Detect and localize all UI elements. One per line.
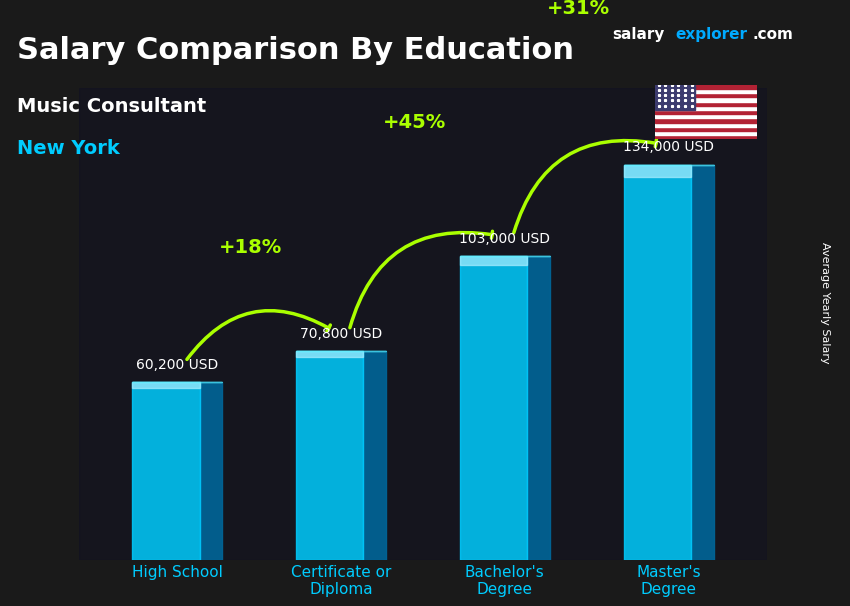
Bar (654, 122, 756, 127)
Bar (654, 106, 756, 110)
Bar (527, 256, 550, 560)
Bar (654, 85, 756, 89)
Bar (654, 118, 756, 122)
Bar (654, 110, 756, 114)
Text: 134,000 USD: 134,000 USD (623, 141, 714, 155)
Bar (624, 165, 691, 560)
Bar (654, 131, 756, 135)
Bar (296, 351, 364, 560)
Bar (654, 89, 756, 93)
Text: 103,000 USD: 103,000 USD (459, 231, 550, 246)
Bar (654, 98, 756, 102)
Bar (460, 256, 527, 265)
Text: +45%: +45% (383, 113, 446, 132)
Text: explorer: explorer (676, 27, 748, 42)
Bar (654, 114, 756, 118)
Bar (364, 351, 386, 560)
Text: New York: New York (17, 139, 120, 158)
Text: Average Yearly Salary: Average Yearly Salary (819, 242, 830, 364)
Text: 70,800 USD: 70,800 USD (300, 327, 382, 341)
Bar (132, 382, 200, 560)
Text: +31%: +31% (547, 0, 610, 18)
Bar (654, 93, 756, 98)
Bar (654, 102, 756, 106)
Bar (132, 382, 200, 388)
Text: 60,200 USD: 60,200 USD (136, 358, 218, 372)
Bar (691, 165, 714, 560)
Bar (654, 85, 695, 110)
Text: .com: .com (752, 27, 793, 42)
Text: +18%: +18% (219, 238, 282, 258)
Bar (296, 351, 364, 358)
Bar (654, 127, 756, 131)
Bar (624, 165, 691, 176)
Bar (654, 135, 756, 139)
Text: Music Consultant: Music Consultant (17, 97, 207, 116)
Text: salary: salary (612, 27, 665, 42)
Bar (200, 382, 222, 560)
Text: Salary Comparison By Education: Salary Comparison By Education (17, 36, 574, 65)
Bar (460, 256, 527, 560)
